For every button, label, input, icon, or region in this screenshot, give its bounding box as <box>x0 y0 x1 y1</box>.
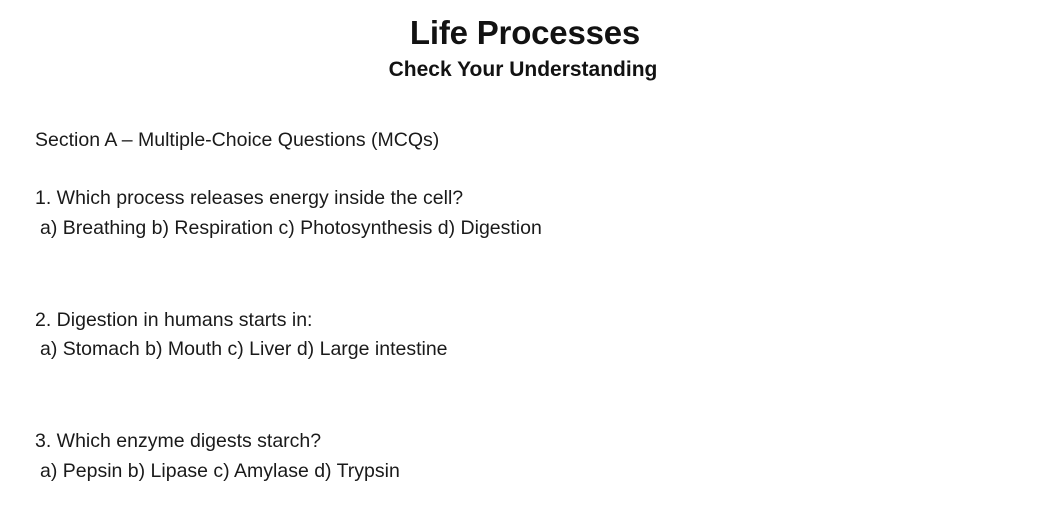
page-title: Life Processes <box>409 14 641 51</box>
question-item: 1. Which process releases energy inside … <box>35 184 1014 243</box>
question-options: a) Pepsin b) Lipase c) Amylase d) Trypsi… <box>40 459 400 482</box>
question-options: a) Breathing b) Respiration c) Photosynt… <box>40 217 542 239</box>
question-prompt: 3. Which enzyme digests starch? <box>35 429 322 452</box>
section-heading: Section A – Multiple-Choice Questions (M… <box>35 129 440 151</box>
page-subtitle: Check Your Understanding <box>388 57 658 81</box>
question-list: 1. Which process releases energy inside … <box>35 184 1014 486</box>
slide-header: Life Processes Check Your Understanding <box>0 0 1044 82</box>
question-options: a) Stomach b) Mouth c) Liver d) Large in… <box>40 338 448 361</box>
question-prompt: 1. Which process releases energy inside … <box>35 187 464 210</box>
question-item: 3. Which enzyme digests starch? a) Pepsi… <box>35 427 1014 486</box>
question-item: 2. Digestion in humans starts in: a) Sto… <box>35 306 1014 365</box>
question-prompt: 2. Digestion in humans starts in: <box>35 308 313 331</box>
slide-body: Section A – Multiple-Choice Questions (M… <box>35 128 1014 486</box>
